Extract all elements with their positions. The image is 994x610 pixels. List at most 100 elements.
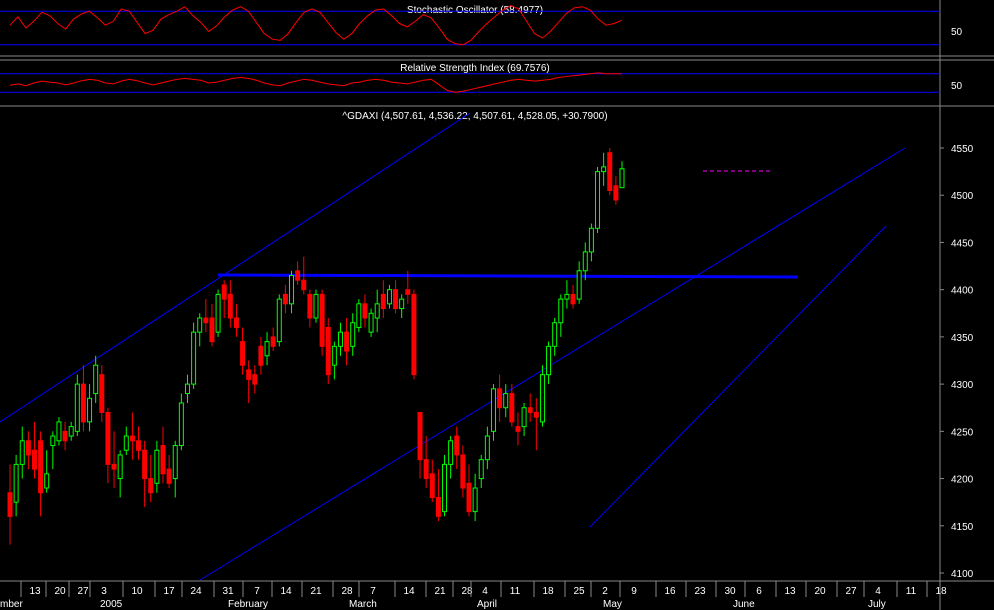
candle-up: [582, 251, 588, 272]
x-month-label: mber: [0, 599, 23, 610]
price-title: ^GDAXI (4,507.61, 4,536.22, 4,507.61, 4,…: [342, 111, 607, 122]
y-tick-label: 4100: [951, 569, 974, 580]
candle-down: [258, 345, 264, 366]
x-month-label: March: [349, 599, 377, 610]
candle-up: [264, 341, 270, 357]
candle-up: [588, 227, 594, 253]
candle-up: [331, 345, 337, 366]
x-month-label: June: [733, 599, 755, 610]
candle-down: [203, 317, 209, 324]
stochastic-title: Stochastic Oscillator (58.4977): [407, 5, 543, 16]
y-tick-label: 4200: [951, 475, 974, 486]
x-month-label: April: [477, 599, 497, 610]
x-tick-label: 11: [906, 586, 917, 597]
candle-up: [595, 171, 601, 229]
y-tick-label: 4400: [951, 286, 974, 297]
x-tick-label: 24: [190, 586, 202, 597]
candle-down: [25, 440, 31, 456]
x-tick-label: 4: [875, 586, 881, 597]
candle-down: [99, 374, 105, 413]
candle-down: [533, 411, 539, 418]
y-tick-label: 4500: [951, 191, 974, 202]
x-tick-label: 14: [403, 586, 415, 597]
x-tick-label: 14: [280, 586, 292, 597]
candle-up: [117, 454, 123, 480]
candle-down: [233, 317, 239, 328]
candle-down: [301, 279, 307, 291]
x-month-label: February: [228, 599, 268, 610]
candle-down: [307, 293, 313, 319]
x-tick-label: 16: [664, 586, 676, 597]
x-tick-label: 10: [131, 586, 143, 597]
x-tick-label: 21: [310, 586, 322, 597]
candle-down: [607, 152, 613, 192]
x-tick-label: 21: [434, 586, 446, 597]
candle-down: [411, 293, 417, 376]
candle-down: [227, 293, 233, 319]
candle-down: [570, 293, 576, 305]
x-month-label: 2005: [100, 599, 123, 610]
candle-up: [576, 270, 582, 300]
candle-down: [417, 411, 423, 461]
x-tick-label: 28: [461, 586, 473, 597]
candle-down: [148, 478, 154, 494]
candle-up: [601, 166, 607, 173]
x-tick-label: 31: [222, 586, 234, 597]
candle-up: [350, 322, 356, 347]
candle-up: [564, 293, 570, 300]
candle-up: [56, 421, 62, 442]
candle-down: [325, 326, 331, 376]
y-tick-label: 4250: [951, 427, 974, 438]
x-tick-label: 28: [341, 586, 353, 597]
upper-channel-line: [0, 112, 471, 423]
candle-up: [313, 293, 319, 319]
candle-up: [289, 275, 295, 305]
x-tick-label: 7: [254, 586, 260, 597]
candle-down: [380, 293, 386, 310]
candle-up: [503, 393, 509, 409]
candle-down: [466, 482, 472, 513]
support-trend-line: [589, 225, 887, 528]
x-tick-label: 11: [510, 586, 521, 597]
candle-up: [442, 463, 448, 513]
candle-down: [319, 293, 325, 347]
candle-up: [478, 459, 484, 480]
candle-up: [539, 374, 545, 423]
x-tick-label: 18: [935, 586, 947, 597]
candle-up: [490, 388, 496, 432]
candle-up: [74, 383, 80, 432]
y-tick-label: 4550: [951, 144, 974, 155]
candle-down: [31, 449, 37, 470]
candle-down: [429, 473, 435, 498]
date-x-axis: 13 20 27 3 10 17 24 31 7 14 21 28 7 14 21 28 4 11 18 25 2 9 16…: [0, 581, 947, 610]
candle-down: [136, 440, 142, 451]
candle-down: [454, 435, 460, 456]
candle-up: [546, 345, 552, 376]
candle-up: [184, 383, 190, 395]
candle-up: [123, 435, 129, 451]
candle-down: [62, 430, 68, 442]
x-tick-label: 2: [602, 586, 608, 597]
rsi-panel: Relative Strength Index (69.7576) 50: [0, 63, 963, 93]
candle-up: [448, 440, 454, 465]
candle-down: [509, 393, 515, 423]
candle-down: [160, 445, 166, 475]
x-tick-label: 27: [77, 586, 89, 597]
candle-up: [521, 407, 527, 428]
candle-up: [484, 435, 490, 461]
x-tick-label: 9: [631, 586, 637, 597]
x-tick-label: 27: [845, 586, 857, 597]
candle-down: [129, 435, 135, 442]
candle-down: [423, 459, 429, 480]
candle-down: [515, 426, 521, 432]
candle-up: [552, 322, 558, 347]
x-tick-label: 23: [694, 586, 706, 597]
candle-down: [166, 468, 172, 484]
y-tick-label: 4300: [951, 380, 974, 391]
y-tick-label: 4150: [951, 522, 974, 533]
x-tick-label: 4: [482, 586, 488, 597]
candle-down: [527, 407, 533, 413]
candle-up: [399, 298, 405, 310]
rsi-title: Relative Strength Index (69.7576): [400, 63, 550, 74]
candle-up: [154, 449, 160, 484]
